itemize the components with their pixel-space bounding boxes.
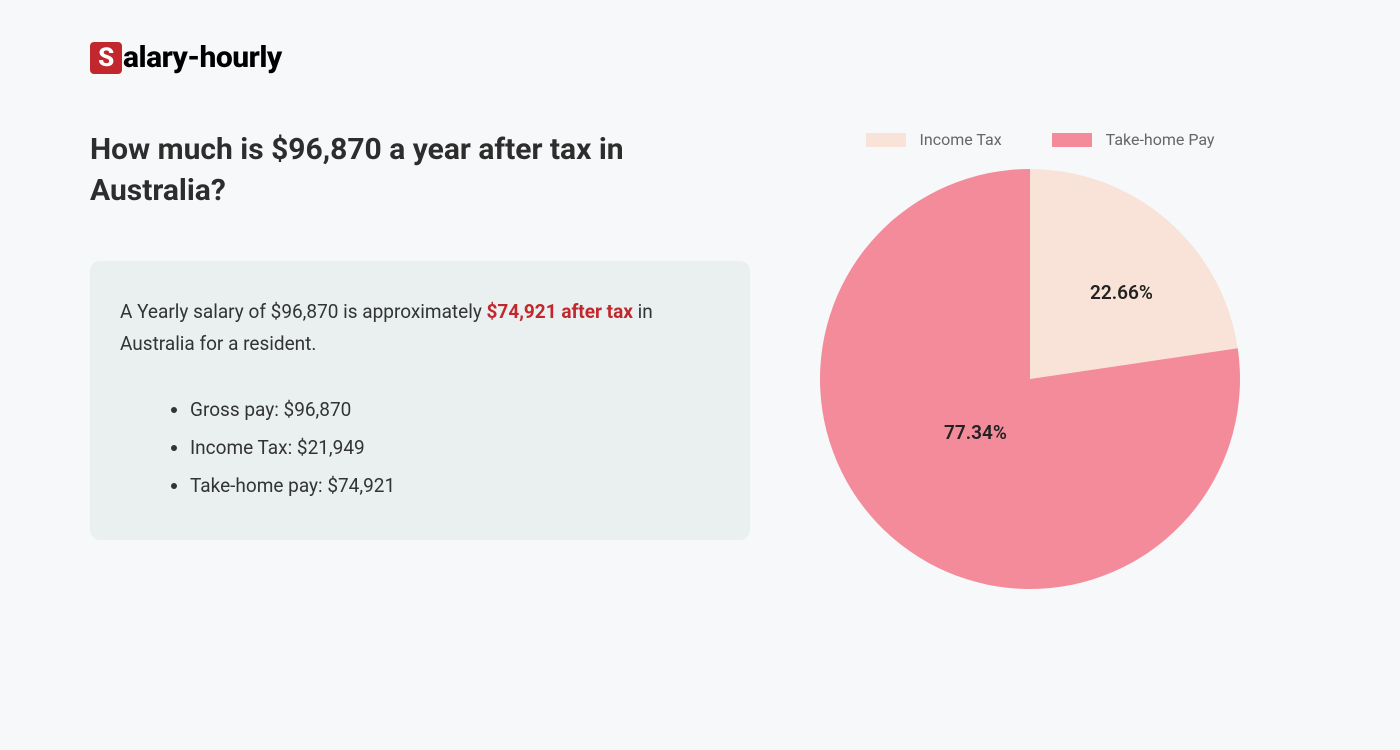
left-column: How much is $96,870 a year after tax in … — [90, 130, 750, 540]
legend-swatch — [866, 133, 906, 147]
pie-slice-label: 77.34% — [944, 421, 1007, 444]
pie-chart: 22.66% 77.34% — [820, 169, 1240, 589]
legend-label: Take-home Pay — [1106, 130, 1215, 149]
logo-badge: S — [90, 42, 122, 74]
summary-text: A Yearly salary of $96,870 is approximat… — [120, 296, 720, 361]
bullet-item: Gross pay: $96,870 — [190, 391, 720, 429]
pie-svg — [820, 169, 1240, 589]
summary-highlight: $74,921 after tax — [487, 300, 633, 323]
legend-item-take-home: Take-home Pay — [1052, 130, 1215, 149]
pie-slice-label: 22.66% — [1090, 281, 1153, 304]
logo-text: alary-hourly — [123, 40, 282, 75]
chart-legend: Income Tax Take-home Pay — [770, 130, 1310, 149]
summary-card: A Yearly salary of $96,870 is approximat… — [90, 261, 750, 540]
summary-pre: A Yearly salary of $96,870 is approximat… — [120, 300, 487, 323]
site-logo: Salary-hourly — [90, 40, 1310, 75]
legend-item-income-tax: Income Tax — [866, 130, 1002, 149]
right-column: Income Tax Take-home Pay 22.66% 77.34% — [810, 130, 1310, 589]
legend-label: Income Tax — [920, 130, 1002, 149]
bullet-item: Take-home pay: $74,921 — [190, 467, 720, 505]
pie-slice — [1030, 169, 1238, 379]
bullet-item: Income Tax: $21,949 — [190, 429, 720, 467]
legend-swatch — [1052, 133, 1092, 147]
bullet-list: Gross pay: $96,870 Income Tax: $21,949 T… — [120, 391, 720, 505]
main-content: How much is $96,870 a year after tax in … — [90, 130, 1310, 589]
page-title: How much is $96,870 a year after tax in … — [90, 130, 750, 211]
